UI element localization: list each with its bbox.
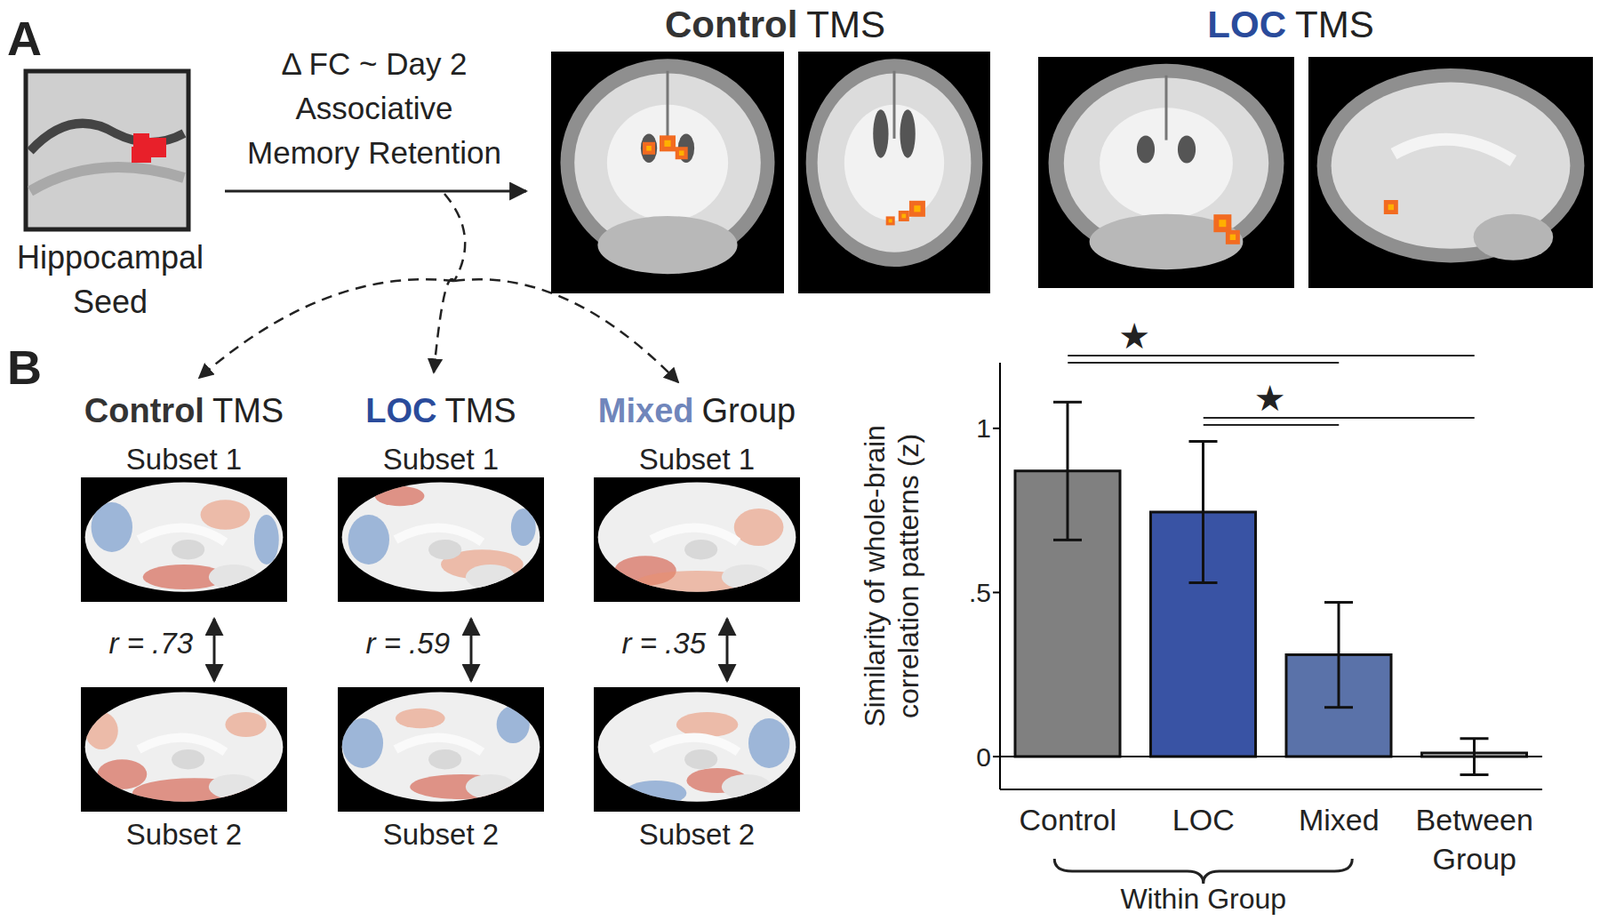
svg-text:r = .73: r = .73 xyxy=(109,626,194,660)
svg-text:Subset 2: Subset 2 xyxy=(639,817,755,851)
svg-text:Subset 2: Subset 2 xyxy=(126,817,242,851)
svg-text:ControlTMS: ControlTMS xyxy=(84,392,284,430)
svg-text:correlation patterns (z): correlation patterns (z) xyxy=(892,433,925,719)
svg-text:Mixed: Mixed xyxy=(1298,802,1380,837)
svg-text:Associative: Associative xyxy=(295,90,453,126)
svg-text:Similarity of whole-brain: Similarity of whole-brain xyxy=(858,424,891,728)
svg-text:B: B xyxy=(7,340,42,394)
svg-text:r = .35: r = .35 xyxy=(622,626,707,660)
svg-text:ControlTMS: ControlTMS xyxy=(664,3,886,46)
svg-text:Memory Retention: Memory Retention xyxy=(247,135,502,170)
svg-text:0: 0 xyxy=(976,742,992,772)
svg-text:.5: .5 xyxy=(968,577,992,608)
svg-text:Subset 1: Subset 1 xyxy=(126,442,242,476)
svg-text:A: A xyxy=(7,11,42,65)
svg-text:LOCTMS: LOCTMS xyxy=(1207,3,1374,46)
svg-text:Δ FC ~ Day 2: Δ FC ~ Day 2 xyxy=(280,46,467,81)
svg-text:1: 1 xyxy=(976,413,992,443)
svg-text:Subset 2: Subset 2 xyxy=(383,817,499,851)
svg-text:BetweenGroup: BetweenGroup xyxy=(1416,802,1534,876)
svg-text:Within Group: Within Group xyxy=(1120,882,1287,915)
svg-text:Control: Control xyxy=(1018,802,1117,837)
svg-text:Hippocampal: Hippocampal xyxy=(16,239,204,276)
svg-text:LOCTMS: LOCTMS xyxy=(365,392,516,430)
svg-text:MixedGroup: MixedGroup xyxy=(598,392,796,430)
svg-text:★: ★ xyxy=(1118,316,1151,356)
svg-text:Subset 1: Subset 1 xyxy=(383,442,499,476)
svg-text:Subset 1: Subset 1 xyxy=(639,442,755,476)
svg-text:★: ★ xyxy=(1254,378,1287,418)
svg-text:r = .59: r = .59 xyxy=(366,626,450,660)
svg-text:LOC: LOC xyxy=(1172,802,1235,837)
svg-text:Seed: Seed xyxy=(72,283,148,320)
